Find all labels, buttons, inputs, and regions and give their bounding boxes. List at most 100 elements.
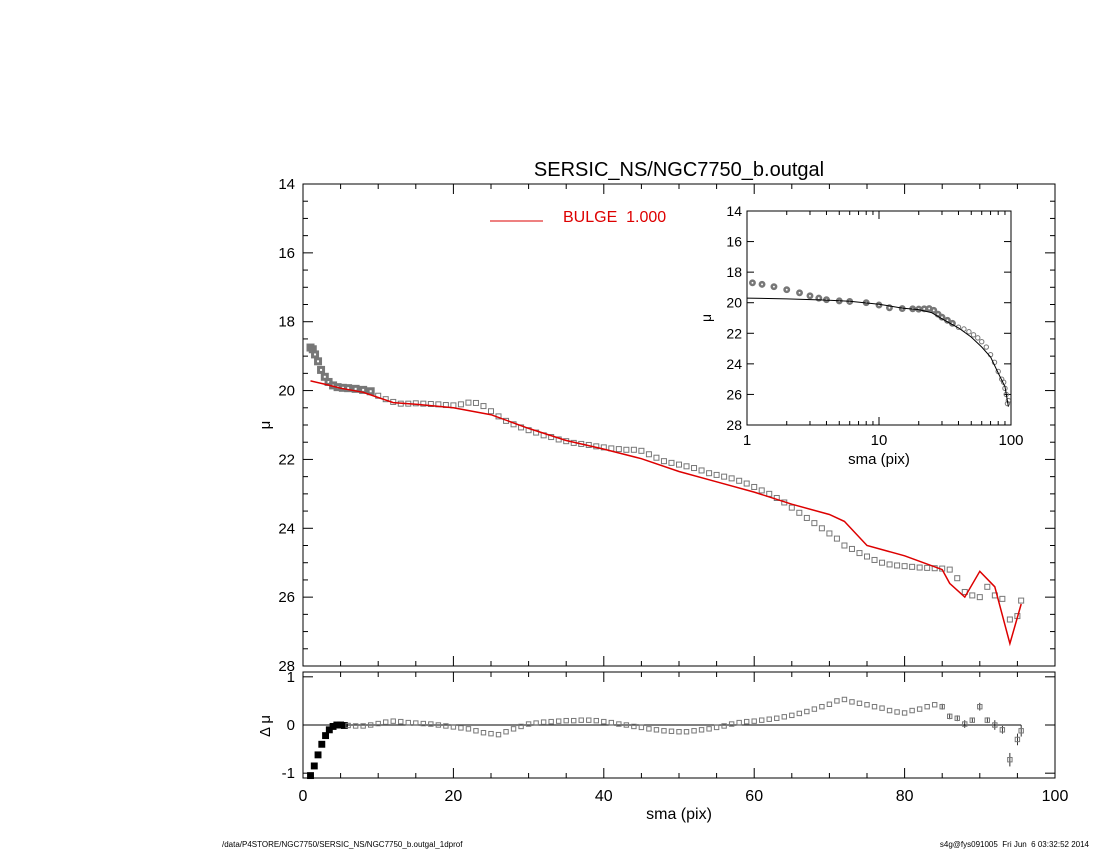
residual-data-point: [804, 708, 810, 715]
residual-data-point: [631, 723, 637, 730]
main-data-point: [1018, 597, 1025, 604]
residual-data-point: [766, 716, 772, 722]
residual-data-point: [518, 723, 524, 730]
residual-data-point: [307, 772, 314, 780]
main-data-point: [984, 583, 991, 590]
main-y-tick-label: 28: [278, 658, 295, 675]
main-data-point: [1006, 616, 1013, 623]
residual-y-tick-label: -1: [282, 765, 295, 782]
main-data-point: [751, 483, 758, 490]
residual-data-point: [841, 696, 848, 703]
residual-x-tick-label: 100: [1042, 788, 1069, 805]
residual-data-point: [706, 726, 712, 732]
main-data-point: [472, 399, 479, 406]
residual-data-point: [533, 720, 539, 726]
residual-data-point: [939, 703, 945, 710]
residual-data-point: [698, 727, 705, 733]
inset-x-tick-label: 1: [743, 432, 751, 449]
residual-data-point: [623, 722, 630, 728]
inset-data-point: [1005, 397, 1012, 404]
main-data-point: [886, 561, 893, 568]
main-data-point: [706, 470, 713, 477]
main-data-point: [600, 444, 607, 451]
residual-data-point: [886, 707, 893, 714]
main-data-point: [826, 530, 833, 537]
residual-data-point: [916, 706, 923, 712]
main-y-tick-label: 26: [278, 589, 295, 606]
residual-data-point: [962, 721, 968, 727]
residual-data-point: [495, 731, 502, 738]
inset-data-point: [796, 289, 803, 297]
main-data-point: [638, 447, 645, 454]
main-data-point: [848, 545, 855, 552]
main-panel: SERSIC_NS/NGC7750_b.outgal 14 16 18 20 22 24 2…: [257, 159, 1056, 675]
main-data-point: [713, 471, 720, 478]
residual-data-point: [510, 726, 517, 732]
main-y-ticks: 14 16 18 20 22 24 26 28: [278, 176, 1055, 675]
main-data-point: [803, 514, 810, 521]
residual-data-point: [383, 719, 389, 725]
residual-data-point: [864, 702, 870, 708]
main-y-tick-label: 22: [278, 451, 295, 468]
inset-y-tick-label: 14: [726, 203, 742, 219]
main-y-tick-label: 16: [278, 245, 295, 262]
residual-data-point: [525, 721, 532, 727]
residual-data-point: [834, 698, 840, 704]
main-data-point: [465, 399, 472, 406]
chart-title: SERSIC_NS/NGC7750_b.outgal: [534, 159, 824, 181]
residual-data-point: [1018, 728, 1024, 734]
residual-data-point: [789, 712, 795, 719]
main-data-point: [871, 556, 878, 563]
inset-data-point: [758, 280, 766, 288]
residual-data-point: [352, 723, 359, 729]
residual-data-point: [480, 730, 487, 736]
main-data-point: [683, 463, 690, 470]
residual-data-point: [924, 703, 930, 710]
main-x-ticks: [302, 184, 1056, 666]
residual-data-point: [473, 728, 479, 734]
residual-data-point: [563, 717, 569, 724]
residual-x-axis-label: sma (pix): [646, 806, 712, 823]
main-data-point: [314, 357, 323, 366]
residual-data-point: [616, 721, 622, 727]
residual-x-tick-label: 80: [896, 788, 914, 805]
residual-y-tick-label: 1: [287, 669, 295, 686]
inset-panel: 14 16 18 20 22 24 26 28 1 10 100 μ sma (pix): [698, 203, 1024, 468]
main-data-point: [311, 350, 320, 359]
residual-data-point: [1007, 756, 1013, 763]
residual-data-point: [646, 726, 652, 732]
residual-data-point: [984, 717, 991, 723]
residual-data-point: [443, 723, 449, 729]
residual-data-point: [465, 726, 472, 732]
main-data-point: [946, 566, 953, 573]
inset-data-point: [930, 306, 938, 314]
legend: BULGE 1.000: [490, 209, 666, 226]
residual-data-point: [721, 723, 727, 729]
residual-data-point: [759, 717, 765, 723]
main-data-point: [924, 564, 931, 571]
residual-data-point: [314, 751, 322, 759]
residual-data-point: [593, 717, 599, 724]
main-y-tick-label: 14: [278, 176, 295, 193]
main-data-point: [660, 458, 667, 465]
residual-data-point: [1014, 736, 1021, 743]
inset-x-tick-label: 10: [871, 432, 888, 449]
residual-data-point: [555, 718, 562, 724]
residual-data-point: [661, 728, 667, 734]
residual-data-point: [992, 722, 998, 728]
inset-x-tick-label: 100: [998, 432, 1023, 449]
main-data-point: [894, 562, 901, 569]
residual-data-point: [420, 720, 427, 727]
residual-data-point: [310, 762, 318, 770]
main-data-point: [916, 564, 923, 571]
main-data-point: [856, 550, 863, 557]
main-data-point: [427, 400, 434, 407]
residual-data-point: [450, 724, 457, 730]
inset-y-tick-label: 24: [726, 356, 742, 372]
residual-data-point: [781, 714, 787, 720]
main-data-point: [721, 473, 728, 480]
residual-data-point: [390, 718, 396, 724]
residual-data-point: [871, 703, 878, 710]
residual-data-point: [894, 709, 900, 715]
